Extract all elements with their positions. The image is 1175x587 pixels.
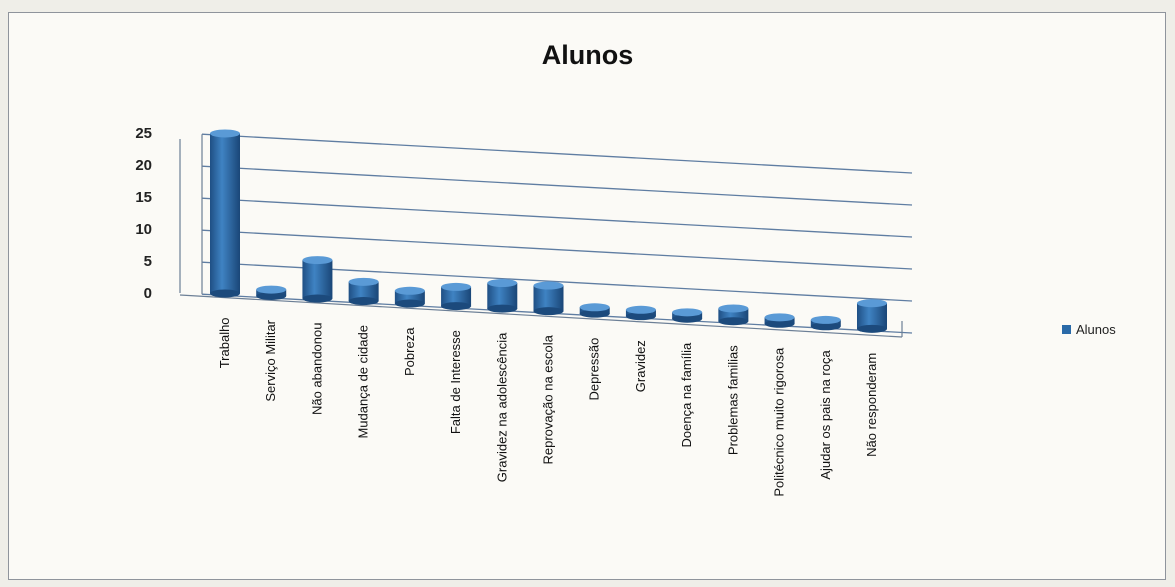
gridline xyxy=(201,197,913,238)
bar-top xyxy=(394,286,425,295)
y-tick-label: 5 xyxy=(144,253,152,270)
bar-base xyxy=(579,309,610,318)
category-label: Falta de Interesse xyxy=(448,330,463,434)
category-label: Trabalho xyxy=(217,317,232,368)
legend: Alunos xyxy=(1062,322,1116,337)
bar-base xyxy=(533,307,564,316)
bar xyxy=(348,281,379,302)
bar-base xyxy=(256,291,287,300)
category-label: Não responderam xyxy=(864,353,879,457)
bar xyxy=(210,133,240,294)
bar-top xyxy=(579,303,610,312)
bar-base xyxy=(348,297,379,306)
bar-top xyxy=(672,308,703,317)
bar-base xyxy=(625,312,656,321)
category-labels: Trabalho Serviço Militar Não abandonou Muda… xyxy=(217,317,879,496)
bar-top xyxy=(810,315,841,324)
chart-title: Alunos xyxy=(541,40,634,70)
bar xyxy=(302,260,333,299)
bar-base xyxy=(441,302,472,311)
bar-top xyxy=(441,282,472,291)
bar-top xyxy=(256,285,287,294)
category-label: Mudança de cidade xyxy=(356,325,371,438)
y-tick-label: 25 xyxy=(135,125,152,142)
bar-top xyxy=(348,277,379,286)
gridline xyxy=(201,133,913,174)
bar-base xyxy=(672,314,703,323)
bar-top xyxy=(533,281,564,290)
category-label: Não abandonou xyxy=(309,323,324,416)
category-label: Ajudar os pais na roça xyxy=(818,350,833,480)
bars xyxy=(210,129,887,333)
bar-base xyxy=(718,317,749,326)
gridline xyxy=(201,229,913,270)
bar xyxy=(533,285,564,312)
x-axis xyxy=(179,294,903,338)
gridline xyxy=(201,165,913,206)
bar-base xyxy=(857,324,887,333)
bar-top xyxy=(718,304,749,313)
y-tick-label: 15 xyxy=(135,189,152,206)
axes: 25 20 15 10 5 0 xyxy=(135,125,903,338)
bar-top xyxy=(302,256,333,265)
bar xyxy=(857,303,887,329)
bar-base xyxy=(210,289,240,298)
bar xyxy=(487,283,518,309)
category-label: Problemas familias xyxy=(725,345,740,455)
bar-top xyxy=(857,299,887,308)
bar-base xyxy=(810,322,841,331)
bar-top xyxy=(487,279,518,288)
bar-base xyxy=(764,319,795,328)
y-tick-label: 0 xyxy=(144,285,152,302)
category-label: Reprovação na escola xyxy=(541,334,556,464)
bar-top xyxy=(210,129,240,138)
y-tick-label: 10 xyxy=(135,221,152,238)
category-label: Gravidez xyxy=(633,340,648,392)
legend-swatch xyxy=(1062,325,1071,334)
category-label: Gravidez na adolescência xyxy=(494,332,509,482)
bar-base xyxy=(487,304,518,313)
bar-base xyxy=(394,299,425,308)
category-label: Serviço Militar xyxy=(263,319,278,401)
category-label: Doença na família xyxy=(679,342,694,448)
bar-top xyxy=(764,313,795,322)
bar-top xyxy=(625,305,656,314)
bar xyxy=(441,286,472,307)
category-label: Depressão xyxy=(587,338,602,401)
y-tick-label: 20 xyxy=(135,157,152,174)
category-label: Politécnico muito rigorosa xyxy=(772,347,787,497)
category-label: Pobreza xyxy=(402,327,417,376)
bar-base xyxy=(302,294,333,303)
legend-label: Alunos xyxy=(1076,322,1116,337)
